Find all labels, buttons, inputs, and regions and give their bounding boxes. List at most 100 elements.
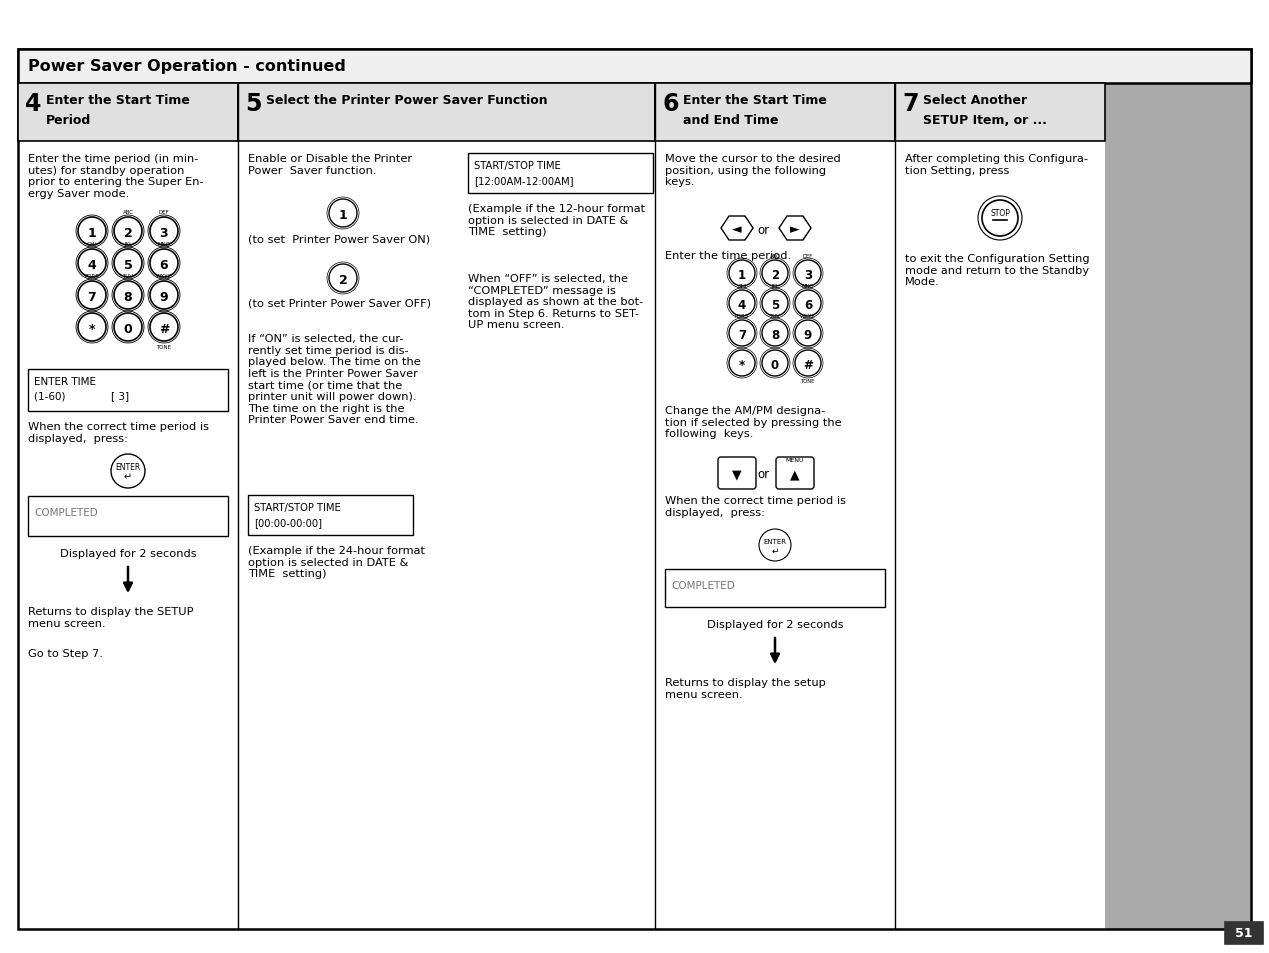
Text: 8: 8 xyxy=(770,329,779,341)
Text: Period: Period xyxy=(46,113,91,127)
Text: 4: 4 xyxy=(25,91,42,116)
Text: PQRS: PQRS xyxy=(85,274,99,278)
Text: Returns to display the SETUP
menu screen.: Returns to display the SETUP menu screen… xyxy=(28,606,193,628)
Text: WXYZ: WXYZ xyxy=(156,274,173,278)
Text: 2: 2 xyxy=(772,269,779,282)
Text: MENU: MENU xyxy=(786,457,805,462)
Text: 4: 4 xyxy=(737,298,746,312)
Text: (to set  Printer Power Saver ON): (to set Printer Power Saver ON) xyxy=(247,233,430,244)
Text: Displayed for 2 seconds: Displayed for 2 seconds xyxy=(707,619,844,629)
Text: 7: 7 xyxy=(902,91,919,116)
Text: (Example if the 24-hour format
option is selected in DATE &
TIME  setting): (Example if the 24-hour format option is… xyxy=(247,545,425,578)
Text: GHI: GHI xyxy=(88,242,96,247)
Text: or: or xyxy=(756,223,769,236)
Text: MNO: MNO xyxy=(802,284,815,289)
Text: 3: 3 xyxy=(160,227,169,240)
Text: 2: 2 xyxy=(123,227,132,240)
Bar xyxy=(28,370,228,412)
Text: Enter the time period.: Enter the time period. xyxy=(665,251,791,261)
Text: GHI: GHI xyxy=(737,284,746,289)
Bar xyxy=(247,496,412,536)
Text: MNO: MNO xyxy=(157,242,170,247)
Text: STOP: STOP xyxy=(990,209,1010,217)
Text: When the correct time period is
displayed,  press:: When the correct time period is displaye… xyxy=(28,421,209,443)
Text: 1: 1 xyxy=(739,269,746,282)
Text: *: * xyxy=(739,358,745,372)
Text: 8: 8 xyxy=(123,291,132,304)
Text: ENTER: ENTER xyxy=(115,463,141,472)
Bar xyxy=(665,569,884,607)
Text: (to set Printer Power Saver OFF): (to set Printer Power Saver OFF) xyxy=(247,298,431,309)
Text: TUV: TUV xyxy=(123,274,133,278)
Text: TUV: TUV xyxy=(769,314,780,318)
Text: ►: ► xyxy=(791,223,799,236)
Text: DEF: DEF xyxy=(159,210,169,214)
Text: START/STOP TIME: START/STOP TIME xyxy=(254,502,341,513)
Text: 5: 5 xyxy=(123,258,132,272)
Text: 7: 7 xyxy=(739,329,746,341)
Text: 3: 3 xyxy=(805,269,812,282)
Text: Select Another: Select Another xyxy=(923,94,1027,107)
Text: WXYZ: WXYZ xyxy=(801,314,816,318)
Text: #: # xyxy=(159,323,169,335)
Text: TONE: TONE xyxy=(801,378,815,384)
Text: and End Time: and End Time xyxy=(683,113,778,127)
Text: Enter the Start Time: Enter the Start Time xyxy=(46,94,190,107)
Text: Move the cursor to the desired
position, using the following
keys.: Move the cursor to the desired position,… xyxy=(665,153,841,187)
Bar xyxy=(655,84,895,142)
Text: After completing this Configura-
tion Setting, press: After completing this Configura- tion Se… xyxy=(905,153,1088,175)
Bar xyxy=(468,153,654,193)
Text: Displayed for 2 seconds: Displayed for 2 seconds xyxy=(60,548,197,558)
Text: or: or xyxy=(756,468,769,481)
Text: 5: 5 xyxy=(770,298,779,312)
Text: ABC: ABC xyxy=(123,210,133,214)
Text: Returns to display the setup
menu screen.: Returns to display the setup menu screen… xyxy=(665,678,826,699)
Bar xyxy=(1105,84,1251,929)
Text: 9: 9 xyxy=(803,329,812,341)
Text: Enter the time period (in min-
utes) for standby operation
prior to entering the: Enter the time period (in min- utes) for… xyxy=(28,153,203,198)
Text: (Example if the 12-hour format
option is selected in DATE &
TIME  setting): (Example if the 12-hour format option is… xyxy=(468,204,645,237)
Text: 7: 7 xyxy=(88,291,96,304)
Text: JKL: JKL xyxy=(124,242,132,247)
Bar xyxy=(895,84,1105,142)
Text: JKL: JKL xyxy=(772,284,779,289)
Text: 1: 1 xyxy=(339,209,348,222)
Text: 51: 51 xyxy=(1235,926,1253,940)
Bar xyxy=(18,50,1251,84)
Text: *: * xyxy=(89,323,95,335)
Text: 6: 6 xyxy=(160,258,169,272)
Text: 9: 9 xyxy=(160,291,169,304)
Text: When the correct time period is
displayed,  press:: When the correct time period is displaye… xyxy=(665,496,846,517)
Text: ◄: ◄ xyxy=(732,223,742,236)
Text: to exit the Configuration Setting
mode and return to the Standby
Mode.: to exit the Configuration Setting mode a… xyxy=(905,253,1090,287)
Text: 4: 4 xyxy=(88,258,96,272)
Text: [00:00-00:00]: [00:00-00:00] xyxy=(254,517,322,527)
Text: START/STOP TIME: START/STOP TIME xyxy=(475,161,561,171)
Text: 6: 6 xyxy=(803,298,812,312)
Text: 0: 0 xyxy=(123,323,132,335)
Text: 5: 5 xyxy=(245,91,261,116)
Text: ▲: ▲ xyxy=(791,468,799,481)
Text: When “OFF” is selected, the
“COMPLETED” message is
displayed as shown at the bot: When “OFF” is selected, the “COMPLETED” … xyxy=(468,274,643,330)
Text: #: # xyxy=(803,358,813,372)
Text: Enable or Disable the Printer
Power  Saver function.: Enable or Disable the Printer Power Save… xyxy=(247,153,412,175)
Text: ENTER TIME: ENTER TIME xyxy=(34,376,96,387)
Text: Go to Step 7.: Go to Step 7. xyxy=(28,648,103,659)
Text: [12:00AM-12:00AM]: [12:00AM-12:00AM] xyxy=(475,175,574,186)
Text: 1: 1 xyxy=(88,227,96,240)
Text: Enter the Start Time: Enter the Start Time xyxy=(683,94,827,107)
Text: PQRS: PQRS xyxy=(735,314,749,318)
Bar xyxy=(1225,923,1263,944)
Text: COMPLETED: COMPLETED xyxy=(34,507,98,517)
Text: If “ON” is selected, the cur-
rently set time period is dis-
played below. The t: If “ON” is selected, the cur- rently set… xyxy=(247,334,421,425)
Text: DEF: DEF xyxy=(803,253,813,258)
Text: ↵: ↵ xyxy=(772,546,779,555)
Text: Select the Printer Power Saver Function: Select the Printer Power Saver Function xyxy=(266,94,548,107)
Bar xyxy=(239,84,655,142)
Text: ABC: ABC xyxy=(769,253,780,258)
Text: ENTER: ENTER xyxy=(764,538,787,544)
Bar xyxy=(18,84,239,142)
Text: Power Saver Operation - continued: Power Saver Operation - continued xyxy=(28,59,346,74)
Text: 2: 2 xyxy=(339,274,348,287)
Text: 0: 0 xyxy=(772,358,779,372)
